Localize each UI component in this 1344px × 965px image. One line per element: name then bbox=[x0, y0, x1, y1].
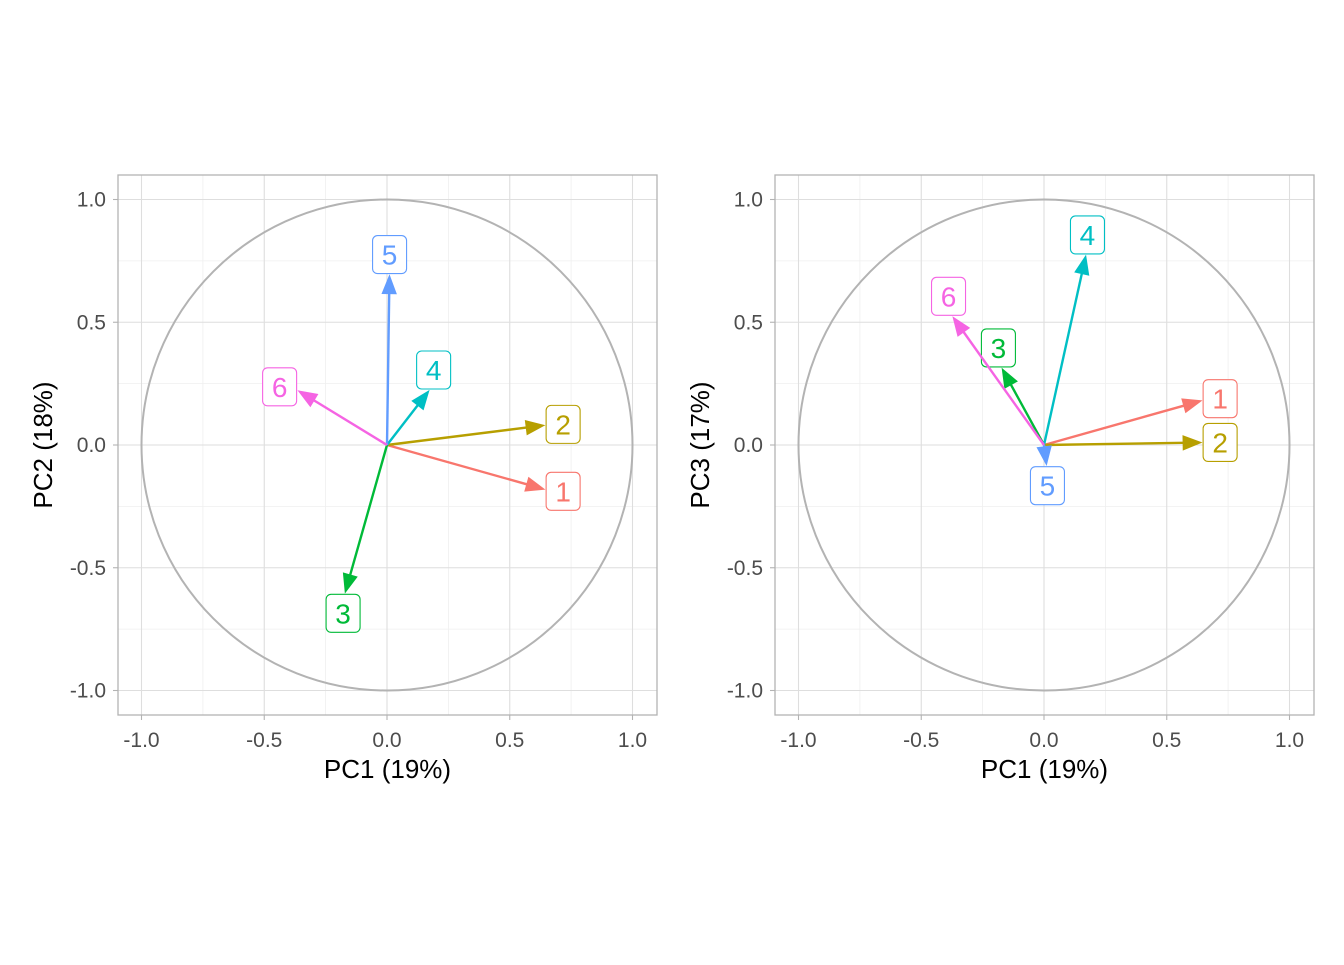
vector-1-arrowhead bbox=[1182, 399, 1201, 412]
vector-3-line bbox=[1011, 385, 1044, 445]
y-tick-label: 0.0 bbox=[77, 434, 106, 457]
x-tick-label: 0.5 bbox=[495, 729, 524, 752]
vector-6-arrowhead bbox=[953, 317, 969, 336]
x-axis-title: PC1 (19%) bbox=[324, 754, 451, 784]
y-tick-label: 1.0 bbox=[734, 189, 763, 212]
vector-3-arrowhead bbox=[343, 573, 356, 592]
vector-3-line bbox=[350, 445, 387, 575]
vector-4-arrowhead bbox=[1075, 256, 1089, 275]
vector-4-label: 4 bbox=[426, 355, 442, 386]
x-tick-label: 1.0 bbox=[1275, 729, 1304, 752]
y-axis-title: PC2 (18%) bbox=[28, 381, 58, 508]
vector-5-label: 5 bbox=[382, 240, 398, 271]
y-tick-label: 0.0 bbox=[734, 434, 763, 457]
vector-3-arrowhead bbox=[1002, 369, 1017, 388]
vector-5-arrowhead bbox=[382, 276, 396, 294]
vector-6-label: 6 bbox=[272, 372, 288, 403]
x-tick-label: 0.0 bbox=[1029, 729, 1058, 752]
x-tick-label: -1.0 bbox=[780, 729, 816, 752]
x-tick-label: 0.0 bbox=[372, 729, 401, 752]
x-tick-label: -0.5 bbox=[903, 729, 939, 752]
panel-1: -1.0 -0.5 0.0 0.5 1.0 -1.0 -0.5 0.0 0.5 1.0 1 2 3 4 5 6… bbox=[28, 175, 657, 784]
x-tick-label: 0.5 bbox=[1152, 729, 1181, 752]
vector-1-arrowhead bbox=[525, 478, 544, 491]
vector-6-line bbox=[314, 400, 387, 445]
x-tick-label: -1.0 bbox=[123, 729, 159, 752]
vector-4-line bbox=[387, 405, 418, 445]
vector-1-label: 1 bbox=[555, 476, 571, 507]
x-tick-label: -0.5 bbox=[246, 729, 282, 752]
vector-1-line bbox=[387, 445, 527, 484]
y-axis-title: PC3 (17%) bbox=[685, 381, 715, 508]
vector-2-arrowhead bbox=[1183, 436, 1201, 450]
vector-3-label: 3 bbox=[335, 598, 351, 629]
vector-4-line bbox=[1044, 274, 1082, 445]
vector-2-arrowhead bbox=[525, 421, 544, 435]
vector-6-arrowhead bbox=[299, 391, 318, 406]
vector-5-label: 5 bbox=[1040, 471, 1056, 502]
x-axis-title: PC1 (19%) bbox=[981, 754, 1108, 784]
y-tick-label: -1.0 bbox=[727, 680, 763, 703]
vector-1-line bbox=[1044, 406, 1184, 445]
vector-4-label: 4 bbox=[1080, 220, 1096, 251]
vector-2-label: 2 bbox=[555, 409, 571, 440]
vector-1-label: 1 bbox=[1212, 384, 1228, 415]
y-tick-label: -0.5 bbox=[727, 557, 763, 580]
y-tick-label: 0.5 bbox=[734, 311, 763, 334]
y-tick-label: -0.5 bbox=[70, 557, 106, 580]
x-tick-label: 1.0 bbox=[618, 729, 647, 752]
vector-4-arrowhead bbox=[412, 391, 429, 410]
vector-2-label: 2 bbox=[1212, 427, 1228, 458]
y-tick-label: 0.5 bbox=[77, 311, 106, 334]
y-tick-label: -1.0 bbox=[70, 680, 106, 703]
vector-6-label: 6 bbox=[941, 281, 957, 312]
vector-2-line bbox=[387, 428, 526, 445]
vector-3-label: 3 bbox=[991, 333, 1007, 364]
panel-2: -1.0 -0.5 0.0 0.5 1.0 -1.0 -0.5 0.0 0.5 1.0 1 2 3 4 5 6… bbox=[685, 175, 1314, 784]
y-tick-label: 1.0 bbox=[77, 189, 106, 212]
